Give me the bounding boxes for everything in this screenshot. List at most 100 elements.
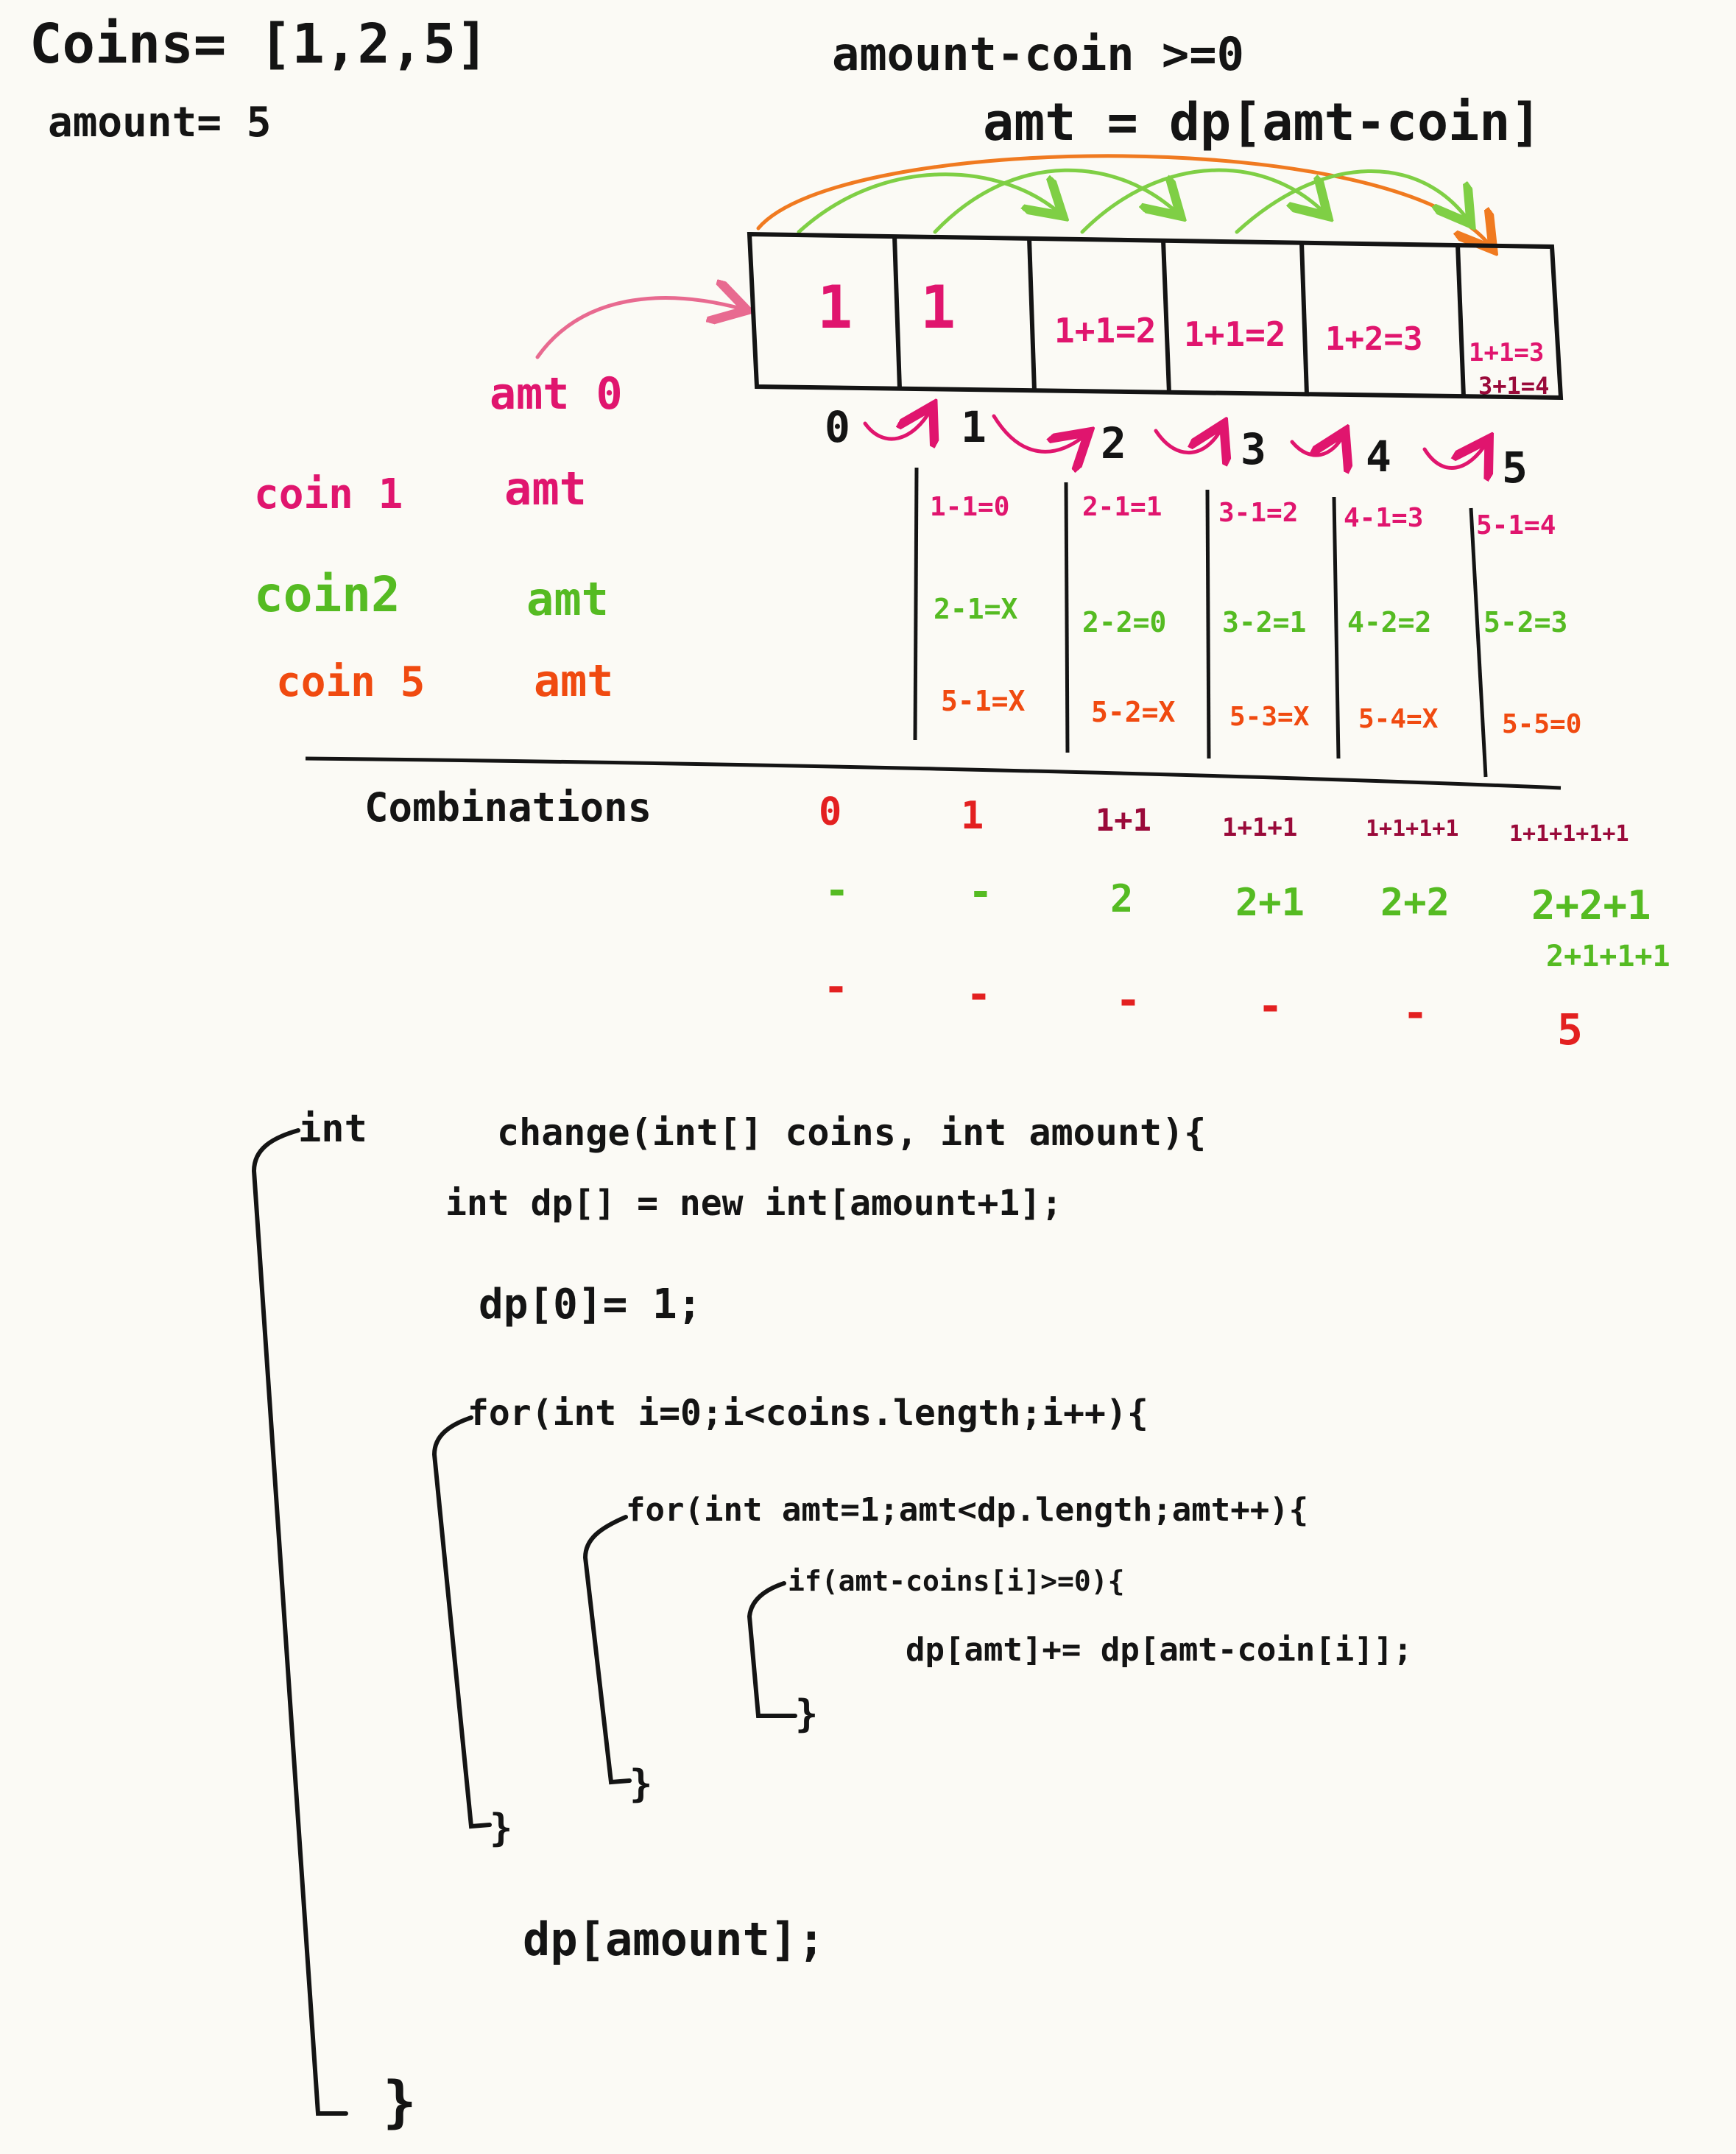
coin5-cell-2: 5-2=X xyxy=(1091,696,1176,728)
code-line3: dp[0]= 1; xyxy=(479,1281,702,1328)
coin2-cell-5: 5-2=3 xyxy=(1483,606,1567,638)
coin-table-dividers xyxy=(913,467,1488,778)
step-arrow-1-2 xyxy=(992,414,1086,451)
step-arrow-3-4 xyxy=(1290,434,1344,455)
combo-row3-2: - xyxy=(1115,975,1141,1025)
step-arrow-4-5 xyxy=(1422,442,1487,468)
combo-row2-1: - xyxy=(968,868,993,916)
separator-line xyxy=(305,756,1562,790)
code-close-if: } xyxy=(795,1692,818,1736)
combo-row3-1: - xyxy=(966,969,992,1019)
dp-cell-5-line1: 1+1=3 xyxy=(1469,338,1544,367)
combo-row2-extra: 2+1+1+1 xyxy=(1546,940,1670,974)
dp-divider-5 xyxy=(1456,244,1466,398)
combo-row1-2: 1+1 xyxy=(1095,802,1151,838)
code-close-method: } xyxy=(383,2069,417,2134)
coin5-cell-5: 5-5=0 xyxy=(1502,709,1581,739)
amt-zero-label: amt 0 xyxy=(490,368,623,420)
dp-index-2: 2 xyxy=(1101,418,1126,468)
combo-row1-0: 0 xyxy=(819,790,841,834)
green-arc-2-to-4 xyxy=(1080,168,1325,234)
combo-row3-0: - xyxy=(823,962,849,1012)
combinations-label: Combinations xyxy=(364,784,652,831)
coin2-cell-2: 2-2=0 xyxy=(1082,606,1166,638)
coin-divider-4 xyxy=(1332,496,1341,759)
combo-row3-4: - xyxy=(1402,988,1428,1038)
coin2-amt: amt xyxy=(526,572,609,626)
coin5-cell-4: 5-4=X xyxy=(1358,704,1439,734)
code-line6: if(amt-coins[i]>=0){ xyxy=(788,1565,1125,1597)
combo-row3-3: - xyxy=(1257,981,1283,1031)
dp-index-3: 3 xyxy=(1241,424,1266,474)
coin1-amt: amt xyxy=(504,462,587,515)
combo-row1-4: 1+1+1+1 xyxy=(1366,816,1458,842)
green-arc-0-to-2 xyxy=(797,172,1060,234)
green-arc-1-to-3 xyxy=(933,168,1178,234)
transition-arrows xyxy=(535,154,1491,359)
dp-cell-1: 1 xyxy=(920,273,956,342)
coin-divider-2 xyxy=(1064,482,1070,753)
dp-index-5: 5 xyxy=(1502,443,1528,493)
dp-index-0: 0 xyxy=(825,402,850,452)
pink-arrow-amt0 xyxy=(535,298,744,359)
index-step-arrows xyxy=(863,409,1487,468)
coin5-amt: amt xyxy=(534,655,613,707)
dp-index-4: 4 xyxy=(1366,432,1391,482)
coin5-cell-3: 5-3=X xyxy=(1229,702,1310,732)
dp-array-outline xyxy=(747,231,1564,401)
step-arrow-0-1 xyxy=(863,409,931,439)
combo-row2-2: 2 xyxy=(1110,877,1133,921)
coin-divider-5 xyxy=(1469,507,1488,778)
combo-row2-0: - xyxy=(825,867,850,915)
dp-array xyxy=(747,231,1564,401)
code-close-inner: } xyxy=(629,1762,652,1806)
code-line2: int dp[] = new int[amount+1]; xyxy=(445,1183,1062,1224)
code-close-outer: } xyxy=(490,1806,512,1851)
code-line5: for(int amt=1;amt<dp.length;amt++){ xyxy=(626,1491,1308,1529)
dp-cell-0: 1 xyxy=(817,273,853,342)
step-arrow-2-3 xyxy=(1154,427,1222,453)
code-line1-int: int xyxy=(298,1107,367,1151)
dp-cell-5-line2: 3+1=4 xyxy=(1478,372,1549,400)
if-bracket xyxy=(747,1581,797,1718)
amount-text: amount= 5 xyxy=(48,99,271,147)
dp-cell-4: 1+2=3 xyxy=(1325,320,1422,358)
coin2-cell-4: 4-2=2 xyxy=(1347,606,1431,638)
dp-index-1: 1 xyxy=(961,402,987,452)
dp-cell-3: 1+1=2 xyxy=(1184,314,1285,354)
code-return-line: dp[amount]; xyxy=(523,1912,825,1966)
dp-divider-4 xyxy=(1299,242,1309,395)
combo-row1-1: 1 xyxy=(961,794,984,838)
combo-row3-5: 5 xyxy=(1557,1004,1583,1055)
coin1-cell-3: 3-1=2 xyxy=(1218,498,1298,528)
coin-divider-1 xyxy=(913,467,919,741)
coin2-cell-1: 2-1=X xyxy=(934,593,1018,625)
coin1-cell-5: 5-1=4 xyxy=(1476,510,1556,541)
dp-divider-2 xyxy=(1027,237,1037,392)
combo-row1-3: 1+1+1 xyxy=(1222,813,1297,842)
coin1-cell-2: 2-1=1 xyxy=(1082,492,1162,522)
dp-divider-1 xyxy=(892,235,902,390)
dp-cell-2: 1+1=2 xyxy=(1054,311,1156,351)
dp-divider-3 xyxy=(1161,239,1171,394)
coin5-label: coin 5 xyxy=(276,658,425,706)
orange-arc-0-to-5 xyxy=(756,154,1491,247)
method-bracket xyxy=(251,1128,348,2116)
combo-row2-3: 2+1 xyxy=(1235,881,1305,925)
condition-text: amount-coin >=0 xyxy=(832,27,1244,81)
inner-loop-bracket xyxy=(582,1515,632,1785)
scope-brackets xyxy=(251,1128,797,2116)
coin2-cell-3: 3-2=1 xyxy=(1222,606,1306,638)
coin2-label: coin2 xyxy=(254,566,401,623)
coin5-cell-1: 5-1=X xyxy=(941,685,1026,717)
coin1-cell-4: 4-1=3 xyxy=(1344,503,1423,533)
combo-row2-5: 2+2+1 xyxy=(1531,882,1651,929)
green-arc-3-to-5 xyxy=(1235,169,1469,234)
coin1-cell-1: 1-1=0 xyxy=(930,492,1009,522)
code-line7: dp[amt]+= dp[amt-coin[i]]; xyxy=(906,1631,1413,1669)
formula-text: amt = dp[amt-coin] xyxy=(983,92,1542,152)
code-line4: for(int i=0;i<coins.length;i++){ xyxy=(467,1393,1148,1434)
combo-row2-4: 2+2 xyxy=(1380,881,1450,925)
outer-loop-bracket xyxy=(431,1415,492,1829)
